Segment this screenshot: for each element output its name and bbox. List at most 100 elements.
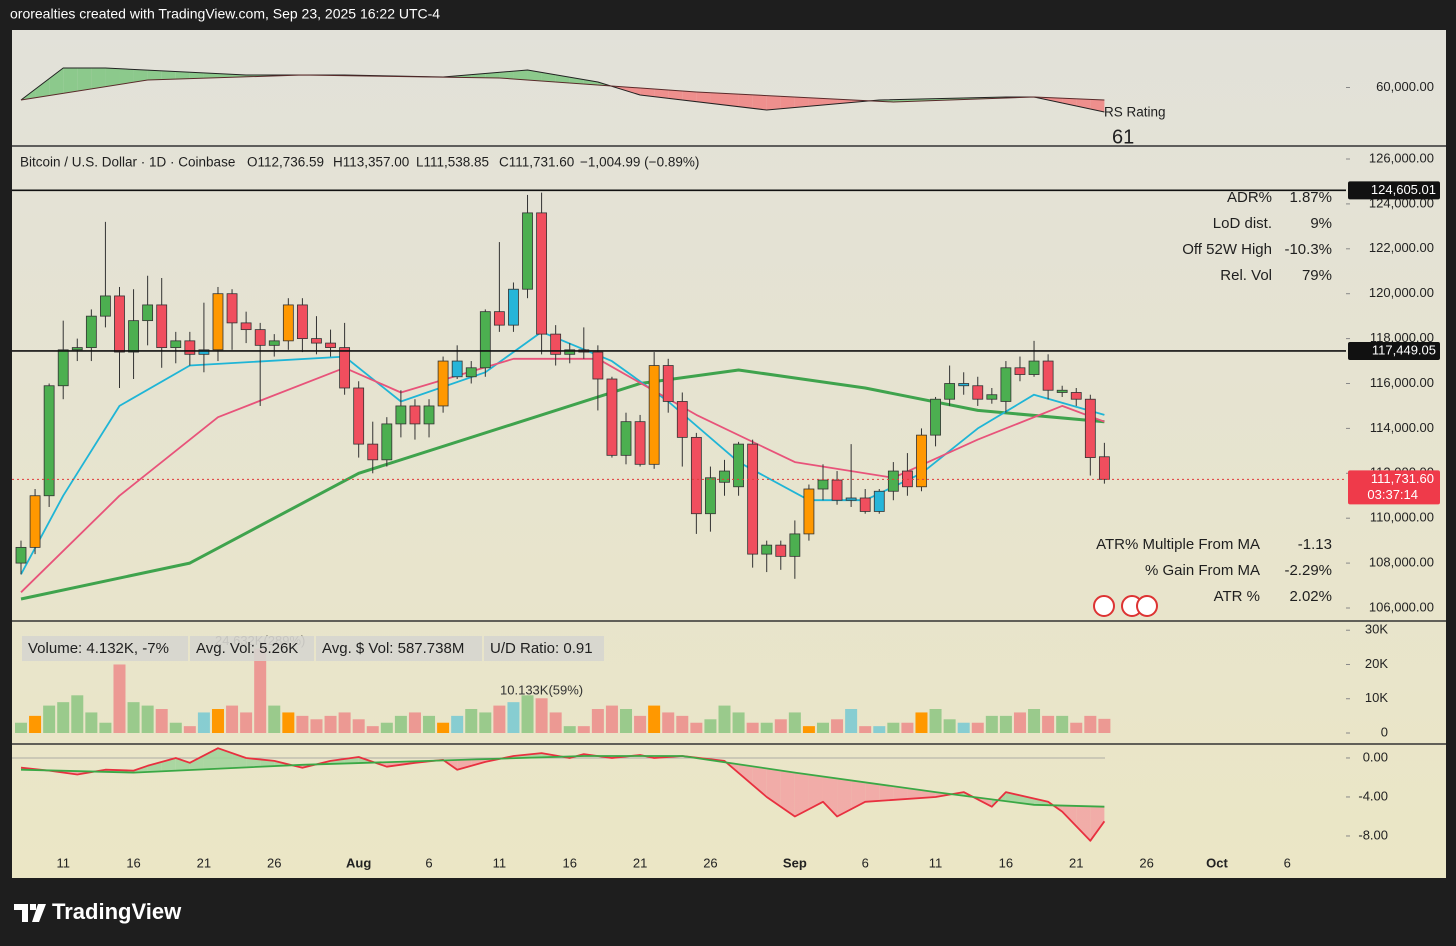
stat-value: -10.3% — [1284, 241, 1332, 258]
area-fill — [640, 87, 655, 97]
area-fill — [907, 788, 922, 799]
x-tick-label: 11 — [929, 855, 943, 870]
volume-bar — [366, 726, 379, 733]
candle-body — [325, 342, 336, 348]
line — [20, 74, 1105, 103]
candle-body — [114, 295, 125, 353]
candle-body — [367, 443, 379, 461]
area-fill — [822, 776, 838, 817]
level-tag — [1348, 341, 1440, 360]
y-tick-label: 122,000.00 — [1369, 240, 1434, 255]
area-fill — [1076, 805, 1091, 841]
area-fill — [738, 764, 753, 785]
volume-bar — [507, 702, 520, 733]
volume-bar — [549, 712, 562, 733]
candle-body — [690, 436, 702, 515]
area-fill — [808, 97, 823, 107]
volume-stat: Avg. $ Vol: 587.738M — [322, 640, 464, 657]
candle-body — [1070, 392, 1082, 400]
legend-close: C111,731.60 — [499, 155, 574, 170]
line — [20, 747, 1106, 842]
candle-body — [1042, 360, 1054, 391]
volume-stat-box — [316, 636, 482, 661]
candle-body — [662, 365, 674, 402]
legend-open: O112,736.59 — [247, 155, 324, 170]
candle-body — [1028, 360, 1040, 375]
volume-stat: U/D Ratio: 0.91 — [490, 640, 593, 657]
candle-body — [282, 304, 294, 342]
x-tick-label: 26 — [267, 855, 281, 870]
area-fill — [161, 70, 176, 80]
volume-bar — [380, 722, 393, 733]
area-fill — [682, 90, 697, 102]
flag-icon — [1093, 595, 1115, 617]
area-fill — [794, 97, 809, 108]
area-fill — [485, 72, 500, 78]
ma-stat-label: % Gain From MA — [1145, 562, 1260, 579]
candle-body — [57, 349, 69, 387]
volume-bar — [634, 715, 647, 733]
candle-body — [451, 360, 463, 378]
candle-body — [268, 340, 280, 346]
volume-bar — [1013, 712, 1026, 733]
volume-bar — [690, 722, 703, 733]
volume-bar — [901, 722, 914, 733]
y-tick-label: 110,000.00 — [1370, 510, 1434, 525]
candle-body — [311, 338, 322, 344]
area-fill — [147, 761, 162, 772]
line — [20, 755, 1105, 808]
area-fill — [752, 766, 767, 797]
candle-body — [142, 304, 154, 322]
volume-bar — [845, 709, 858, 733]
level-tag — [1348, 181, 1440, 200]
area-fill — [189, 755, 204, 770]
candle-body — [1098, 456, 1110, 480]
candle-body — [859, 497, 871, 512]
volume-bar — [226, 705, 239, 733]
volume-bar — [816, 722, 829, 733]
volume-bar — [211, 709, 224, 733]
candle-body — [15, 546, 27, 564]
candle-body — [184, 340, 196, 355]
volume-stat-box — [190, 636, 314, 661]
area-fill — [851, 780, 866, 810]
stat-value: 1.87% — [1289, 189, 1332, 206]
volume-bar — [591, 709, 604, 733]
area-fill — [710, 92, 725, 105]
volume-stat: Volume: 4.132K, -7% — [28, 640, 169, 657]
x-tick-label: 26 — [1139, 855, 1153, 870]
y-tick-label: 10K — [1365, 690, 1388, 705]
y-tick-label: 20K — [1365, 656, 1388, 671]
volume-bar — [943, 719, 956, 733]
volume-bar — [57, 702, 70, 733]
x-tick-label: 11 — [493, 855, 507, 870]
candle-body — [395, 405, 407, 425]
volume-bar — [183, 726, 196, 733]
volume-bar — [15, 722, 27, 733]
volume-bar — [268, 705, 281, 733]
attribution: ororealties created with TradingView.com… — [10, 6, 440, 22]
area-fill — [1062, 805, 1077, 827]
x-tick-label: 21 — [633, 855, 647, 870]
volume-bar — [957, 722, 970, 733]
volume-bar — [169, 722, 182, 733]
area-fill — [147, 70, 162, 80]
volume-bar — [1098, 718, 1111, 733]
candle-body — [508, 288, 519, 326]
area-fill — [654, 88, 669, 99]
area-fill — [1090, 99, 1105, 112]
volume-bar — [620, 709, 633, 733]
volume-bar — [732, 712, 745, 733]
volume-bar — [465, 709, 478, 733]
area-fill — [766, 768, 781, 807]
candle-body — [423, 405, 435, 425]
area-fill — [780, 96, 795, 109]
candle-body — [873, 490, 885, 512]
candle-body — [493, 311, 505, 326]
area-fill — [217, 748, 233, 769]
x-tick-label: 26 — [703, 855, 717, 870]
candle-body — [705, 477, 716, 515]
volume-bar — [1084, 715, 1097, 733]
